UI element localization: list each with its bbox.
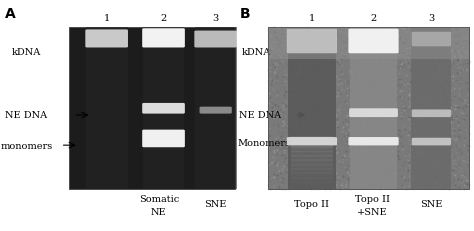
- Bar: [268, 28, 469, 189]
- Bar: [291, 162, 333, 164]
- Bar: [291, 153, 333, 155]
- FancyBboxPatch shape: [349, 109, 398, 118]
- FancyBboxPatch shape: [142, 29, 185, 48]
- Bar: [291, 180, 333, 182]
- Text: NE: NE: [151, 207, 166, 216]
- Text: NE DNA: NE DNA: [239, 111, 282, 120]
- Bar: [291, 150, 333, 152]
- Text: +SNE: +SNE: [357, 207, 387, 216]
- Text: A: A: [5, 7, 16, 21]
- FancyBboxPatch shape: [142, 103, 185, 114]
- Bar: [291, 179, 333, 180]
- Bar: [291, 137, 333, 139]
- Text: monomers: monomers: [1, 141, 53, 150]
- Bar: [291, 166, 333, 168]
- Bar: [291, 159, 333, 161]
- Text: NE DNA: NE DNA: [5, 111, 47, 120]
- Bar: [291, 146, 333, 148]
- Bar: [291, 148, 333, 149]
- Bar: [291, 176, 333, 178]
- Bar: [350, 28, 397, 189]
- Bar: [291, 170, 333, 171]
- Bar: [291, 141, 333, 143]
- Bar: [291, 154, 333, 156]
- Bar: [291, 182, 333, 184]
- Text: 1: 1: [309, 14, 315, 23]
- Bar: [291, 161, 333, 162]
- Bar: [291, 136, 333, 138]
- Bar: [291, 145, 333, 147]
- Bar: [291, 140, 333, 142]
- Bar: [143, 28, 184, 189]
- FancyBboxPatch shape: [411, 33, 451, 47]
- Text: Monomers: Monomers: [237, 139, 290, 148]
- Text: 3: 3: [212, 14, 219, 23]
- Bar: [268, 28, 469, 60]
- Bar: [288, 28, 336, 189]
- Bar: [291, 163, 333, 165]
- Text: 2: 2: [370, 14, 377, 23]
- Bar: [291, 155, 333, 157]
- Bar: [291, 185, 333, 187]
- Bar: [291, 177, 333, 179]
- FancyBboxPatch shape: [142, 130, 185, 148]
- Bar: [291, 168, 333, 170]
- Bar: [291, 143, 333, 144]
- FancyBboxPatch shape: [194, 31, 237, 48]
- Text: SNE: SNE: [420, 199, 443, 208]
- Bar: [291, 158, 333, 160]
- Text: B: B: [239, 7, 250, 21]
- FancyBboxPatch shape: [287, 30, 337, 54]
- Bar: [268, 28, 469, 189]
- FancyBboxPatch shape: [348, 30, 399, 54]
- Text: kDNA: kDNA: [12, 48, 41, 56]
- Bar: [86, 28, 128, 189]
- FancyBboxPatch shape: [287, 137, 337, 146]
- Bar: [291, 167, 333, 169]
- Bar: [195, 28, 237, 189]
- FancyBboxPatch shape: [348, 137, 399, 146]
- Text: kDNA: kDNA: [242, 48, 271, 56]
- Text: 3: 3: [428, 14, 435, 23]
- Text: Topo II: Topo II: [355, 194, 390, 203]
- Text: SNE: SNE: [204, 199, 227, 208]
- Bar: [291, 164, 333, 166]
- FancyBboxPatch shape: [200, 107, 232, 114]
- Text: 1: 1: [103, 14, 110, 23]
- Bar: [291, 173, 333, 175]
- Text: Somatic: Somatic: [139, 194, 179, 203]
- Bar: [291, 152, 333, 153]
- Bar: [291, 186, 333, 188]
- Bar: [291, 171, 333, 173]
- FancyBboxPatch shape: [411, 138, 451, 146]
- FancyBboxPatch shape: [85, 30, 128, 48]
- Bar: [291, 157, 333, 158]
- Bar: [291, 139, 333, 140]
- Bar: [411, 28, 451, 189]
- Bar: [291, 149, 333, 151]
- Bar: [291, 181, 333, 183]
- FancyBboxPatch shape: [411, 110, 451, 118]
- Text: Topo II: Topo II: [294, 199, 329, 208]
- Bar: [291, 175, 333, 177]
- Bar: [291, 172, 333, 174]
- Text: 2: 2: [160, 14, 167, 23]
- Bar: [291, 144, 333, 146]
- Bar: [291, 184, 333, 186]
- Bar: [69, 28, 235, 189]
